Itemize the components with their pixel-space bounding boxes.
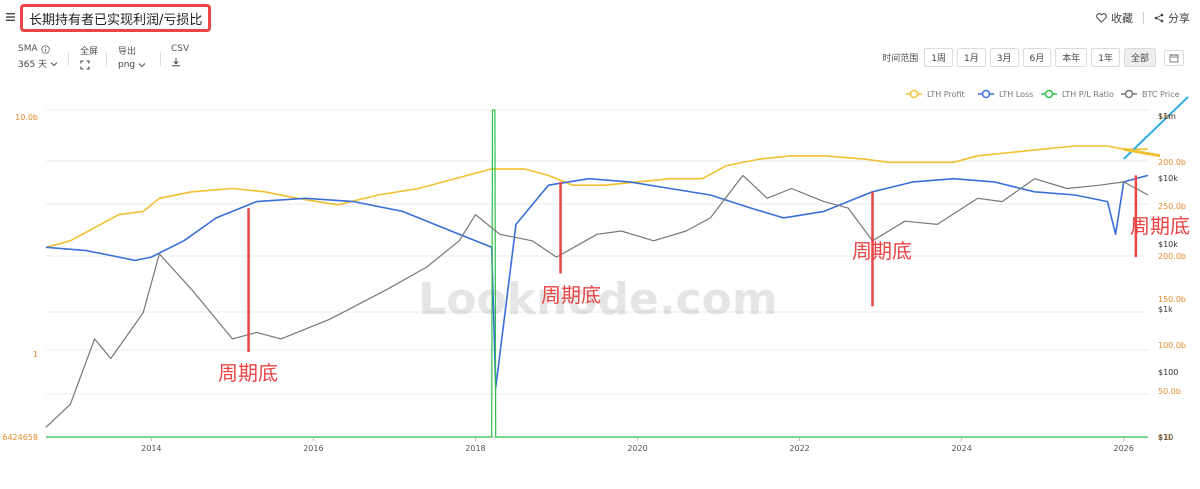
info-icon bbox=[40, 44, 50, 54]
menu-icon[interactable] bbox=[6, 11, 18, 23]
yellow-marker-line bbox=[1123, 147, 1161, 158]
right-axis-orange-label: 0.0 bbox=[1158, 433, 1171, 442]
axis-layer: 2014 2016 2018 2020 2022 2024 2026 10.0b 1 642465… bbox=[2, 112, 1186, 453]
x-tick-label: 2020 bbox=[627, 444, 647, 453]
share-button[interactable]: 分享 bbox=[1154, 10, 1190, 26]
cycle-bottom-label: 周期底 bbox=[852, 239, 912, 263]
divider bbox=[160, 52, 161, 66]
x-tick-label: 2016 bbox=[303, 444, 323, 453]
calendar-icon bbox=[1169, 53, 1179, 62]
left-axis-label: 6424658 bbox=[2, 433, 38, 442]
x-tick-label: 2026 bbox=[1114, 444, 1134, 453]
cyan-marker-line bbox=[1122, 96, 1189, 160]
export-control[interactable]: 导出 png bbox=[118, 44, 146, 70]
fullscreen-button[interactable]: 全屏 bbox=[80, 44, 98, 70]
divider bbox=[1143, 12, 1144, 24]
toolbar: SMA 365 天 全屏 导出 png CSV bbox=[0, 40, 1200, 74]
favorite-label: 收藏 bbox=[1111, 12, 1133, 25]
favorite-button[interactable]: 收藏 bbox=[1096, 10, 1133, 26]
cycle-bottom-label: 周期底 bbox=[541, 283, 601, 307]
legend-swatch-dot bbox=[909, 89, 919, 99]
right-axis-orange-label: 1m bbox=[1158, 112, 1171, 121]
csv-label: CSV bbox=[171, 44, 190, 54]
export-value: png bbox=[118, 60, 136, 70]
sma-control[interactable]: SMA 365 天 bbox=[18, 44, 58, 70]
right-axis-black-label: $10k bbox=[1158, 174, 1178, 183]
range-all-button[interactable]: 全部 bbox=[1123, 48, 1156, 67]
range-6m-button[interactable]: 6月 bbox=[1022, 48, 1052, 67]
legend-label: LTH P/L Ratio bbox=[1062, 90, 1114, 99]
series-line-btc-price bbox=[45, 174, 1149, 428]
time-range-label: 时间范围 bbox=[882, 54, 919, 64]
x-tick-label: 2024 bbox=[951, 444, 971, 453]
legend-swatch-dot bbox=[1044, 89, 1054, 99]
range-3m-button[interactable]: 3月 bbox=[989, 48, 1019, 67]
chart-area: Looknode.com 周期底 周期底 周期底 周期底 2014 2016 2018 20… bbox=[0, 80, 1200, 489]
right-axis-black-label: $100 bbox=[1158, 368, 1178, 377]
page-title: 长期持有者已实现利润/亏损比 bbox=[20, 4, 212, 32]
sma-value: 365 天 bbox=[18, 60, 48, 70]
csv-button[interactable]: CSV bbox=[171, 44, 189, 67]
legend-swatch-dot bbox=[1124, 89, 1134, 99]
legend-label: LTH Profit bbox=[927, 90, 965, 99]
range-1m-button[interactable]: 1月 bbox=[957, 48, 986, 67]
right-axis-black-label: $1k bbox=[1158, 305, 1173, 314]
x-tick-label: 2014 bbox=[141, 444, 161, 453]
cycle-bottom-label: 周期底 bbox=[218, 361, 278, 385]
chevron-down-icon bbox=[138, 63, 146, 68]
legend-label: BTC Price bbox=[1142, 90, 1180, 99]
legend-swatch-dot bbox=[981, 89, 991, 99]
right-axis-orange-label: 150.0b bbox=[1158, 295, 1186, 304]
right-axis-orange-label: 200.0b bbox=[1158, 252, 1186, 261]
export-label: 导出 bbox=[118, 47, 137, 57]
series-line-lth-profit bbox=[45, 145, 1148, 249]
legend-label: LTH Loss bbox=[999, 90, 1033, 99]
heart-icon bbox=[1096, 13, 1107, 23]
left-axis-label: 10.0b bbox=[15, 113, 38, 122]
divider bbox=[106, 52, 107, 66]
time-range: 时间范围 1周 1月 3月 6月 本年 1年 全部 bbox=[882, 48, 1184, 67]
share-icon bbox=[1154, 13, 1164, 23]
series-layer bbox=[45, 109, 1149, 438]
right-axis-orange-label: 100.0b bbox=[1158, 341, 1186, 350]
header: 长期持有者已实现利润/亏损比 收藏 分享 bbox=[0, 0, 1200, 36]
chevron-down-icon bbox=[50, 61, 58, 66]
sma-label: SMA bbox=[18, 44, 38, 54]
fullscreen-icon bbox=[80, 60, 90, 70]
right-axis-orange-label: 200.0b bbox=[1158, 158, 1186, 167]
left-axis-label: 1 bbox=[33, 350, 38, 359]
download-icon bbox=[172, 58, 180, 67]
right-axis-black-label: $10 bbox=[1158, 433, 1173, 442]
date-picker-button[interactable] bbox=[1164, 49, 1184, 66]
x-tick-label: 2022 bbox=[789, 444, 809, 453]
right-axis-black-label: $10k bbox=[1158, 240, 1178, 249]
range-1w-button[interactable]: 1周 bbox=[924, 48, 954, 67]
cycle-bottom-label: 周期底 bbox=[1130, 214, 1190, 238]
right-axis-orange-label: 250.0b bbox=[1158, 202, 1186, 211]
right-axis-orange-label: 50.0b bbox=[1158, 387, 1181, 396]
divider bbox=[68, 52, 69, 66]
fullscreen-label: 全屏 bbox=[80, 47, 99, 57]
series-line-lth-p-l-ratio bbox=[46, 109, 1148, 438]
legend: LTH Profit LTH Loss LTH P/L Ratio BTC Price bbox=[906, 89, 1180, 99]
x-tick-label: 2018 bbox=[465, 444, 485, 453]
range-1y-button[interactable]: 1年 bbox=[1091, 48, 1120, 67]
share-label: 分享 bbox=[1168, 12, 1190, 25]
right-axis-black-label: $1m bbox=[1158, 112, 1176, 121]
watermark: Looknode.com bbox=[418, 274, 778, 325]
range-ytd-button[interactable]: 本年 bbox=[1055, 48, 1088, 67]
